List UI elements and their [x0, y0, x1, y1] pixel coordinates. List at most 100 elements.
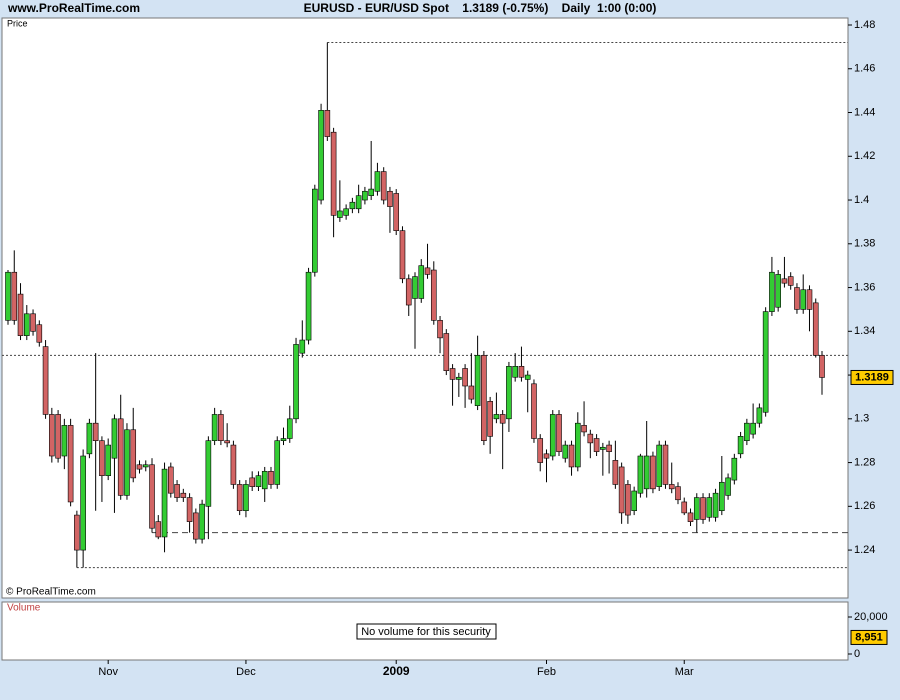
note-box	[356, 623, 497, 640]
candle-body	[330, 131, 337, 216]
candle-body	[493, 414, 500, 420]
candle-body	[305, 271, 312, 341]
candle-body	[42, 346, 49, 415]
candle-body	[261, 471, 268, 490]
candle-body	[744, 422, 750, 441]
candle-body	[142, 464, 149, 468]
candle-body	[612, 460, 619, 485]
y-tick-label: 1.38	[854, 238, 875, 250]
candle-body	[130, 429, 137, 479]
candle-body	[255, 475, 262, 487]
candle-body	[499, 414, 506, 424]
candle-body	[349, 201, 356, 210]
candle-body	[80, 455, 86, 551]
candle-body	[587, 433, 594, 444]
y-tick-label: 1.46	[854, 63, 875, 75]
candle-body	[693, 497, 700, 520]
candle-body	[531, 383, 537, 439]
candle-body	[337, 210, 343, 218]
candle-body	[11, 271, 18, 321]
candle-body	[136, 464, 143, 470]
last-price-box	[850, 369, 894, 385]
candle-body	[418, 265, 425, 299]
candle-body	[286, 418, 293, 439]
candle-body	[387, 190, 393, 207]
candle-body	[74, 514, 80, 551]
candle-body	[643, 455, 650, 490]
price-pane-title: Price	[7, 18, 28, 28]
candle-body	[161, 468, 168, 538]
x-tick-label: Nov	[98, 666, 118, 678]
candle-body	[606, 444, 612, 452]
candle-body	[631, 490, 637, 512]
candle-body	[117, 418, 124, 496]
candle-body	[105, 444, 111, 476]
candle-body	[794, 287, 800, 310]
candle-body	[180, 492, 187, 498]
candle-body	[199, 503, 205, 540]
candle-body	[324, 110, 331, 137]
x-tick-label: Feb	[537, 666, 556, 678]
y-tick-label: 1.44	[854, 106, 875, 118]
x-tick-label: 2009	[383, 664, 410, 678]
candle-body	[443, 333, 450, 371]
candle-body	[174, 484, 180, 498]
candle-body	[800, 289, 807, 310]
credit: © ProRealTime.com	[6, 587, 96, 598]
candle-body	[36, 324, 43, 343]
candle-body	[462, 368, 468, 387]
candle-body	[662, 444, 669, 485]
candle-body	[430, 269, 437, 321]
site-name: www.ProRealTime.com	[7, 1, 140, 15]
candle-body	[537, 438, 544, 463]
candle-body	[750, 422, 756, 435]
candle-body	[268, 471, 274, 485]
y-tick-label: 1.4	[854, 194, 869, 206]
candle-body	[650, 455, 656, 490]
candle-body	[186, 497, 193, 522]
candle-body	[92, 422, 99, 441]
candle-body	[787, 276, 794, 286]
candle-body	[706, 497, 713, 518]
candle-body	[456, 376, 462, 380]
candle-body	[5, 271, 11, 321]
candle-body	[374, 171, 381, 192]
chart-title: EURUSD - EUR/USD Spot 1.3189 (-0.75%) Da…	[304, 1, 657, 15]
candle-body	[312, 188, 318, 273]
x-tick-label: Mar	[675, 666, 694, 678]
candle-body	[61, 425, 68, 457]
candle-body	[168, 466, 174, 494]
y-tick-label: 20,000	[854, 611, 888, 623]
candle-body	[124, 429, 130, 496]
candle-body	[412, 276, 418, 299]
candle-body	[405, 278, 412, 306]
candle-body	[712, 492, 719, 518]
candle-body	[769, 271, 775, 312]
candle-body	[819, 355, 825, 378]
candle-body	[155, 521, 162, 538]
candle-body	[343, 208, 349, 216]
y-tick-label: 1.34	[854, 325, 875, 337]
candle-body	[399, 230, 406, 280]
candle-body	[574, 422, 581, 468]
candle-body	[668, 484, 675, 490]
candle-body	[274, 440, 281, 485]
volume-marker-box	[850, 629, 888, 645]
candle-body	[355, 195, 362, 210]
candle-body	[193, 512, 199, 540]
volume-marker-label: 8,951	[855, 631, 883, 643]
candle-body	[474, 355, 481, 406]
candle-body	[562, 444, 569, 459]
candle-body	[318, 110, 324, 201]
y-tick-label: 1.24	[854, 544, 875, 556]
y-tick-label: 1.36	[854, 281, 875, 293]
candle-body	[806, 289, 813, 310]
candle-body	[568, 444, 575, 468]
candle-body	[719, 481, 725, 512]
candle-body	[243, 484, 249, 512]
candle-body	[249, 477, 255, 487]
candle-body	[581, 425, 587, 433]
candle-body	[556, 414, 562, 452]
candle-body	[512, 366, 518, 378]
